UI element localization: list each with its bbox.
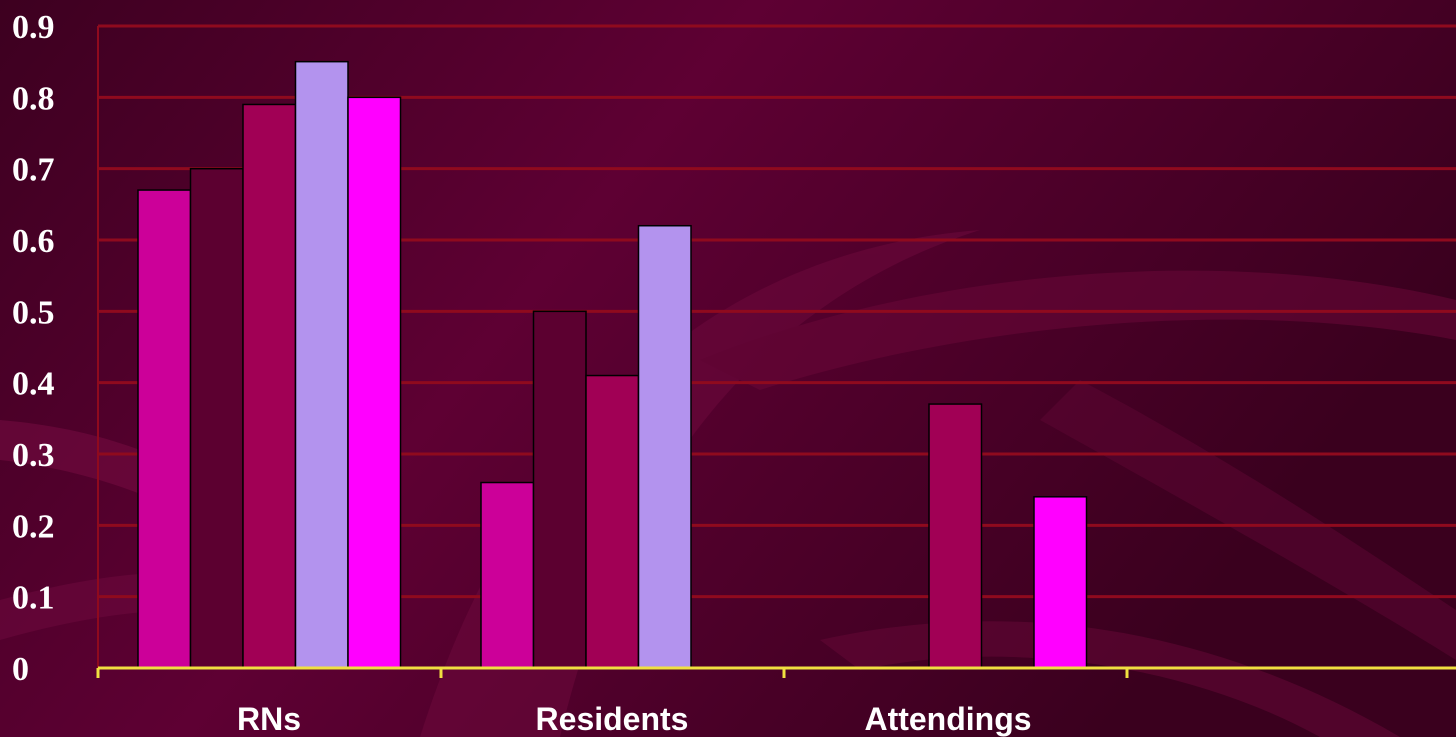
bar bbox=[294, 60, 349, 669]
bar bbox=[242, 103, 297, 669]
y-tick-label: 0.7 bbox=[12, 152, 55, 189]
bar bbox=[1033, 496, 1088, 669]
axes bbox=[96, 26, 1456, 678]
y-tick-label: 0.6 bbox=[12, 223, 55, 260]
bar bbox=[137, 189, 192, 669]
x-tick-label: Residents bbox=[536, 701, 689, 737]
bar bbox=[928, 403, 983, 669]
y-tick-label: 0.8 bbox=[12, 80, 55, 117]
y-axis-tick-labels: 0 0.1 0.2 0.3 0.4 0.5 0.6 0.7 0.8 0.9 bbox=[12, 9, 55, 688]
x-tick-label: Attendings bbox=[864, 701, 1031, 737]
y-tick-label: 0.1 bbox=[12, 580, 55, 617]
y-tick-label: 0.3 bbox=[12, 437, 55, 474]
bar bbox=[480, 481, 535, 669]
y-tick-label: 0.9 bbox=[12, 9, 55, 46]
y-tick-label: 0.2 bbox=[12, 508, 55, 545]
y-tick-label: 0.4 bbox=[12, 366, 55, 403]
x-tick-label: RNs bbox=[237, 701, 301, 737]
bar bbox=[347, 96, 402, 669]
y-tick-label: 0.5 bbox=[12, 294, 55, 331]
bar bbox=[189, 167, 244, 669]
y-tick-label: 0 bbox=[12, 651, 29, 688]
bar bbox=[532, 310, 587, 669]
bars bbox=[137, 60, 1088, 669]
bar bbox=[585, 374, 640, 669]
x-axis-tick-labels: RNs Residents Attendings bbox=[237, 701, 1032, 737]
bar bbox=[637, 224, 692, 669]
